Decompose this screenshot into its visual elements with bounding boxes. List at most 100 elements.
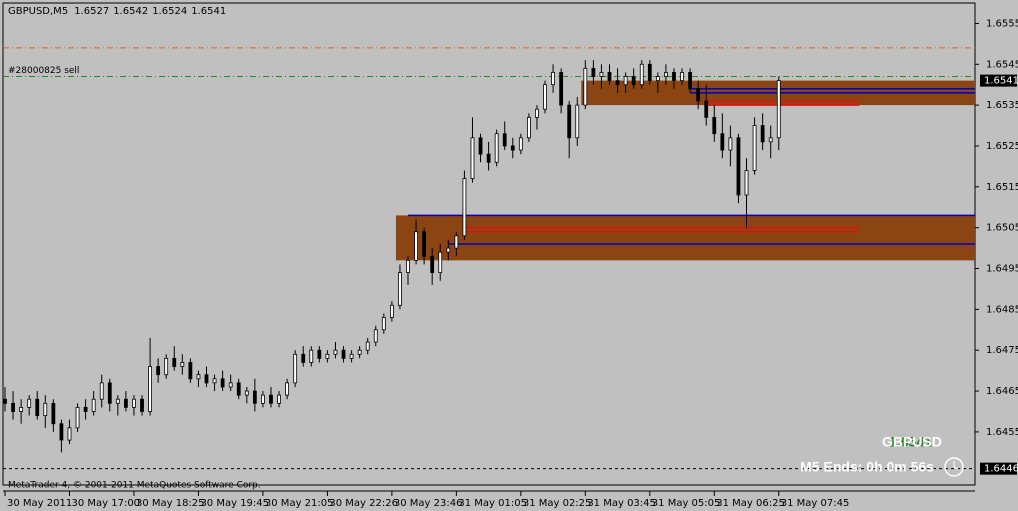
candle-body	[156, 366, 161, 376]
header-high: 1.6542	[113, 6, 148, 17]
symbol: GBPUSD	[882, 434, 942, 450]
y-tick-label: 1.6455	[986, 427, 1018, 438]
candle-body	[704, 100, 709, 118]
x-tick-label: 30 May 19:45	[200, 498, 269, 509]
candle-body	[317, 349, 322, 359]
candle-body	[623, 76, 628, 86]
candle-body	[172, 357, 177, 367]
candle-body	[502, 133, 507, 147]
copyright: MetaTrader 4, © 2001-2011 MetaQuotes Sof…	[8, 481, 261, 491]
candle-body	[454, 235, 459, 249]
candle-body	[510, 145, 515, 151]
x-tick-label: 30 May 22:26	[329, 498, 398, 509]
chart-title: GBPUSD,M5	[8, 6, 68, 17]
candle-body	[494, 133, 499, 163]
candle-body	[293, 353, 298, 384]
candle-body	[599, 72, 604, 77]
candle-body	[107, 382, 112, 404]
candle-body	[607, 72, 612, 82]
candle-body	[325, 353, 330, 359]
candle-body	[341, 349, 346, 359]
y-tick-label: 1.6465	[986, 386, 1018, 397]
candle-body	[220, 378, 225, 388]
x-tick-label: 30 May 2011	[7, 498, 72, 509]
candle-body	[736, 137, 741, 196]
candle-body	[204, 374, 209, 384]
candle-body	[776, 80, 781, 139]
candle-body	[744, 170, 749, 196]
x-tick-label: 31 May 01:05	[458, 498, 527, 509]
candle-body	[43, 402, 48, 416]
y-tick-label: 1.6545	[986, 59, 1018, 70]
candle-body	[164, 357, 169, 376]
candle-body	[228, 382, 233, 388]
y-tick-label: 1.6525	[986, 141, 1018, 152]
candle-body	[559, 72, 564, 106]
candle-body	[35, 398, 40, 416]
candle-body	[486, 153, 491, 163]
candle-body	[132, 398, 136, 408]
candle-body	[19, 406, 24, 412]
candle-body	[83, 406, 88, 412]
candle-body	[188, 362, 193, 380]
candle-body	[575, 104, 580, 139]
candle-body	[115, 398, 120, 404]
candle-body	[309, 349, 314, 363]
candle-body	[567, 104, 572, 139]
candle-body	[27, 398, 32, 408]
clock-icon	[944, 457, 964, 477]
candle-body	[91, 398, 96, 412]
chart-header: GBPUSD,M5 1.6527 1.6542 1.6524 1.6541	[8, 6, 226, 17]
candle-body	[688, 72, 692, 90]
candle-body	[196, 374, 201, 380]
zone	[395, 215, 975, 261]
candle-body	[728, 137, 733, 151]
y-tick-label: 1.6515	[986, 182, 1018, 193]
candle-body	[680, 72, 684, 82]
header-close: 1.6541	[191, 6, 226, 17]
candle-body	[527, 116, 531, 139]
y-tick-label: 1.6495	[986, 264, 1018, 275]
candle-body	[148, 366, 152, 412]
x-tick-label: 31 May 06:25	[716, 498, 785, 509]
candle-body	[615, 80, 620, 86]
candle-body	[760, 125, 765, 143]
candle-body	[535, 108, 539, 118]
candle-body	[422, 231, 427, 257]
candle-body	[518, 137, 523, 151]
line-price-label-box	[980, 462, 1017, 475]
candle-body	[672, 72, 676, 82]
bar-timer: M5 Ends: 0h 0m 56s	[800, 459, 934, 475]
x-tick-label: 30 May 17:00	[71, 498, 140, 509]
line-price-label: 1.6446	[984, 464, 1018, 475]
y-tick-label: 1.6535	[986, 100, 1018, 111]
candle-body	[768, 137, 773, 143]
current-price-label-box	[980, 74, 1017, 87]
candle-body	[752, 125, 757, 171]
candle-body	[398, 272, 402, 306]
candle-body	[381, 317, 386, 331]
candle-body	[462, 178, 467, 237]
candle-body	[261, 394, 265, 404]
candle-body	[301, 353, 306, 363]
candle-body	[389, 304, 394, 318]
candle-body	[696, 88, 701, 102]
candle-body	[212, 378, 217, 384]
candle-body	[406, 259, 410, 273]
y-tick-label: 1.6505	[986, 223, 1018, 234]
candle-body	[124, 398, 128, 408]
candle-body	[59, 423, 64, 441]
candle-body	[583, 67, 588, 106]
candle-body	[414, 231, 418, 261]
x-tick-label: 31 May 02:25	[523, 498, 592, 509]
header-low: 1.6524	[152, 6, 187, 17]
y-tick-label: 1.6555	[986, 18, 1018, 29]
candle-body	[99, 382, 104, 400]
candle-body	[75, 406, 80, 429]
candle-body	[373, 329, 378, 343]
candle-body	[252, 390, 257, 404]
candle-body	[285, 382, 290, 396]
candle-body	[639, 63, 644, 86]
candle-body	[180, 362, 185, 367]
